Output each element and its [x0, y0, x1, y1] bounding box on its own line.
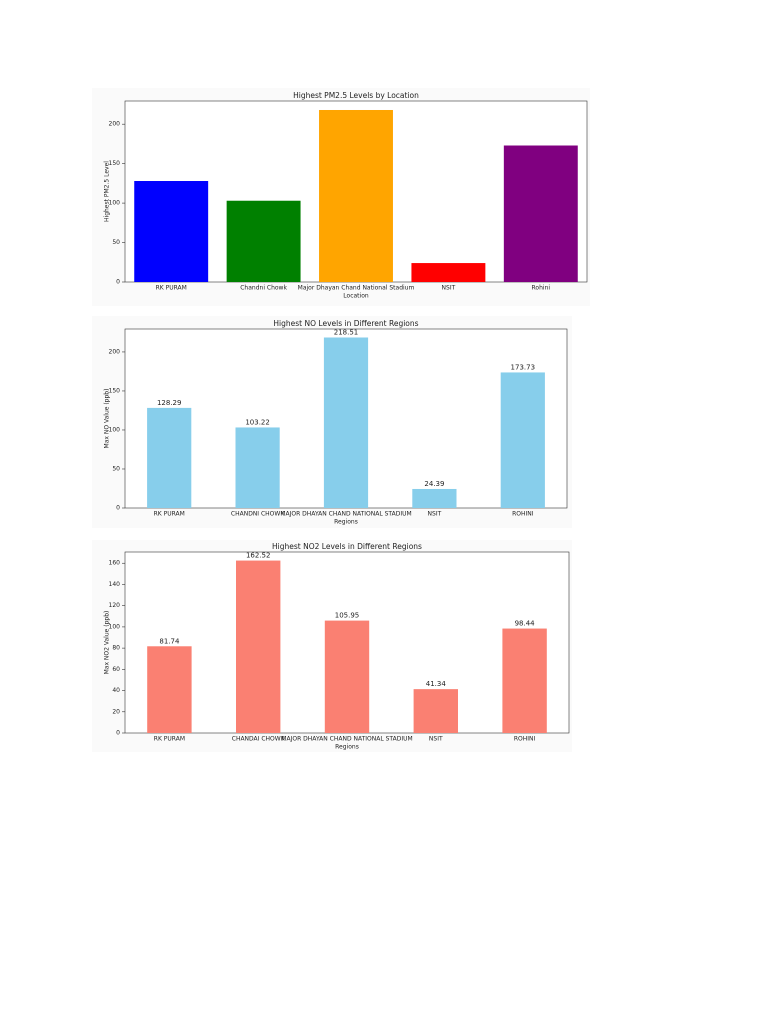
- y-tick-label: 150: [109, 160, 121, 167]
- bar: [500, 372, 545, 508]
- x-tick-label: RK PURAM: [156, 285, 187, 292]
- x-tick-label: RK PURAM: [154, 511, 185, 518]
- y-tick-label: 20: [112, 708, 120, 715]
- x-tick-label: NSIT: [442, 285, 456, 292]
- x-tick-label: MAJOR DHAYAN CHAND NATIONAL STADIUM: [281, 736, 412, 743]
- x-tick-label: Major Dhayan Chand National Stadium: [298, 285, 415, 292]
- y-tick-label: 140: [109, 581, 121, 588]
- y-tick-label: 100: [109, 200, 121, 207]
- y-axis-label: Highest PM2.5 Level: [104, 161, 111, 222]
- bar: [235, 427, 280, 508]
- bar: [412, 488, 457, 508]
- data-label: 24.39: [424, 480, 444, 488]
- x-tick-label: NSIT: [428, 511, 442, 518]
- bar: [324, 620, 370, 733]
- y-tick-label: 80: [112, 645, 120, 652]
- data-label: 105.95: [335, 612, 360, 620]
- chart-title: Highest PM2.5 Levels by Location: [293, 91, 419, 100]
- x-tick-label: MAJOR DHAYAN CHAND NATIONAL STADIUM: [280, 511, 411, 518]
- y-tick-label: 50: [112, 239, 120, 246]
- bar: [502, 628, 547, 733]
- y-axis-label: Max NO Value (ppb): [104, 389, 111, 449]
- chart-title: Highest NO2 Levels in Different Regions: [272, 542, 422, 551]
- y-tick-label: 200: [109, 121, 121, 128]
- y-tick-label: 120: [109, 602, 121, 609]
- x-axis-label: Regions: [334, 519, 358, 526]
- bar: [134, 181, 209, 282]
- bar: [147, 407, 192, 508]
- x-tick-label: Rohini: [532, 285, 551, 292]
- bar: [147, 646, 192, 733]
- x-axis-label: Regions: [335, 744, 359, 751]
- data-label: 173.73: [511, 363, 536, 371]
- y-axis-label: Max NO2 Value (ppb): [104, 611, 111, 675]
- bar: [503, 145, 578, 282]
- data-label: 41.34: [426, 680, 447, 688]
- y-tick-label: 0: [116, 279, 120, 286]
- chart-title: Highest NO Levels in Different Regions: [273, 319, 418, 328]
- y-tick-label: 40: [112, 687, 120, 694]
- y-tick-label: 100: [109, 426, 121, 433]
- y-tick-label: 160: [109, 560, 121, 567]
- y-tick-label: 200: [109, 348, 121, 355]
- data-label: 218.51: [334, 328, 359, 336]
- y-tick-label: 0: [116, 505, 120, 512]
- bar: [411, 263, 486, 282]
- y-tick-label: 100: [109, 623, 121, 630]
- x-axis-label: Location: [343, 293, 369, 300]
- x-tick-label: CHANDAI CHOWK: [232, 736, 286, 743]
- x-tick-label: NSIT: [429, 736, 443, 743]
- x-tick-label: Chandni Chowk: [240, 285, 287, 292]
- data-label: 128.29: [157, 399, 182, 407]
- x-tick-label: RK PURAM: [154, 736, 185, 743]
- bar: [413, 689, 458, 733]
- data-label: 81.74: [159, 637, 180, 645]
- x-tick-label: ROHINI: [512, 511, 534, 518]
- y-tick-label: 150: [109, 387, 121, 394]
- data-label: 162.52: [246, 552, 271, 560]
- y-tick-label: 60: [112, 666, 120, 673]
- x-tick-label: ROHINI: [514, 736, 536, 743]
- bar: [226, 200, 301, 282]
- bar: [319, 109, 393, 282]
- bar: [236, 560, 281, 733]
- data-label: 98.44: [515, 620, 536, 628]
- y-tick-label: 0: [116, 730, 120, 737]
- data-label: 103.22: [245, 418, 270, 426]
- x-tick-label: CHANDNI CHOWK: [231, 511, 285, 518]
- bar: [323, 337, 369, 508]
- y-tick-label: 50: [112, 465, 120, 472]
